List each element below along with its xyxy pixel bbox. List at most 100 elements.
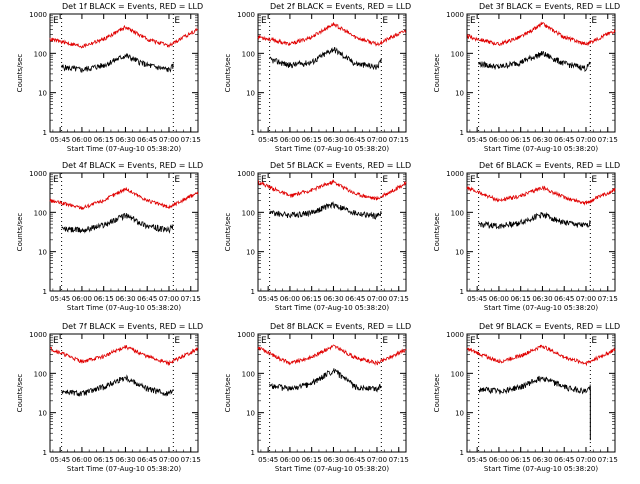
x-tick-label: 07:00 (367, 136, 387, 144)
x-tick-label: 06:00 (489, 456, 509, 464)
interval-marker-e-left: E (261, 16, 267, 26)
y-tick-label: 100 (451, 370, 464, 378)
y-tick-label: 10 (455, 90, 464, 98)
x-tick-label: 06:30 (115, 295, 135, 303)
x-axis-label: Start Time (07-Aug-10 05:38:20) (275, 465, 389, 473)
x-tick-label: 06:00 (72, 136, 92, 144)
y-tick-label: 1 (251, 288, 255, 296)
y-axis-label: Counts/sec (16, 213, 24, 252)
x-tick-label: 07:15 (598, 136, 618, 144)
x-tick-label: 05:45 (258, 456, 278, 464)
x-tick-label: 07:00 (367, 295, 387, 303)
plot-frame (49, 172, 199, 292)
interval-marker-e-left: E (261, 175, 267, 185)
x-axis-label: Start Time (07-Aug-10 05:38:20) (67, 465, 181, 473)
panel-title: Det 5f BLACK = Events, RED = LLD (270, 161, 411, 170)
events-series-line (269, 46, 382, 71)
events-series-line (269, 201, 382, 220)
y-tick-label: 1 (43, 449, 47, 457)
lld-series-line (466, 185, 616, 206)
x-tick-label: 07:00 (367, 456, 387, 464)
panel-title: Det 1f BLACK = Events, RED = LLD (62, 2, 203, 11)
x-axis-label: Start Time (07-Aug-10 05:38:20) (275, 304, 389, 312)
interval-marker-e-right: E (174, 336, 180, 346)
y-tick-label: 1000 (237, 331, 255, 339)
y-tick-label: 1 (43, 288, 47, 296)
lld-series-line (257, 179, 407, 201)
plot-frame (466, 333, 616, 453)
interval-marker-e-right: E (382, 175, 388, 185)
x-tick-label: 07:15 (389, 456, 409, 464)
events-series-line (61, 374, 174, 397)
x-tick-label: 06:00 (489, 136, 509, 144)
x-tick-label: 07:15 (389, 136, 409, 144)
lld-series-line (49, 24, 199, 49)
y-tick-label: 100 (242, 209, 255, 217)
events-series-line (61, 212, 174, 234)
x-tick-label: 06:45 (554, 136, 574, 144)
y-tick-label: 10 (246, 90, 255, 98)
x-axis-label: Start Time (07-Aug-10 05:38:20) (484, 465, 598, 473)
lld-series-line (49, 345, 199, 366)
x-tick-label: 06:00 (72, 295, 92, 303)
x-tick-label: 05:45 (50, 136, 70, 144)
y-tick-label: 100 (451, 209, 464, 217)
interval-marker-e-left: E (53, 336, 59, 346)
interval-marker-e-right: E (591, 336, 597, 346)
y-tick-label: 10 (246, 249, 255, 257)
panel-title: Det 9f BLACK = Events, RED = LLD (479, 322, 620, 331)
y-axis-label: Counts/sec (433, 54, 441, 93)
y-tick-label: 1000 (29, 331, 47, 339)
y-axis-label: Counts/sec (16, 54, 24, 93)
y-tick-label: 1 (43, 129, 47, 137)
y-tick-label: 1000 (237, 11, 255, 19)
x-axis-label: Start Time (07-Aug-10 05:38:20) (484, 304, 598, 312)
x-tick-label: 06:45 (345, 136, 365, 144)
events-series-line (269, 368, 382, 393)
panel-det-5: Det 5f BLACK = Events, RED = LLD 1 10 100 10… (224, 161, 411, 312)
x-tick-label: 05:45 (467, 295, 487, 303)
plot-frame (466, 172, 616, 292)
x-tick-label: 06:45 (137, 456, 157, 464)
plot-frame (257, 13, 407, 133)
x-tick-label: 06:15 (94, 295, 114, 303)
x-tick-label: 06:30 (532, 136, 552, 144)
x-tick-label: 06:45 (137, 295, 157, 303)
x-tick-label: 06:15 (302, 136, 322, 144)
x-tick-label: 06:30 (115, 456, 135, 464)
y-axis-label: Counts/sec (16, 374, 24, 413)
y-tick-label: 100 (34, 50, 47, 58)
x-tick-label: 05:45 (50, 295, 70, 303)
interval-marker-e-right: E (591, 175, 597, 185)
x-tick-label: 06:15 (511, 136, 531, 144)
x-axis-label: Start Time (07-Aug-10 05:38:20) (275, 145, 389, 153)
x-tick-label: 06:45 (554, 295, 574, 303)
x-tick-label: 07:15 (181, 136, 201, 144)
x-axis-label: Start Time (07-Aug-10 05:38:20) (67, 145, 181, 153)
events-series-line (478, 211, 591, 230)
x-tick-label: 06:45 (554, 456, 574, 464)
x-tick-label: 05:45 (258, 295, 278, 303)
x-tick-label: 06:15 (94, 136, 114, 144)
x-tick-label: 05:45 (467, 456, 487, 464)
interval-marker-e-right: E (382, 336, 388, 346)
x-tick-label: 06:45 (137, 136, 157, 144)
y-tick-label: 100 (34, 370, 47, 378)
x-tick-label: 06:15 (94, 456, 114, 464)
panel-title: Det 3f BLACK = Events, RED = LLD (479, 2, 620, 11)
y-axis-label: Counts/sec (224, 54, 232, 93)
x-tick-label: 06:00 (72, 456, 92, 464)
x-tick-label: 06:30 (323, 295, 343, 303)
panel-title: Det 6f BLACK = Events, RED = LLD (479, 161, 620, 170)
y-tick-label: 10 (38, 410, 47, 418)
events-series-line (61, 52, 174, 73)
x-tick-label: 07:00 (576, 136, 596, 144)
y-tick-label: 100 (242, 50, 255, 58)
plot-frame (257, 172, 407, 292)
x-tick-label: 07:15 (181, 295, 201, 303)
panel-title: Det 7f BLACK = Events, RED = LLD (62, 322, 203, 331)
x-tick-label: 06:30 (532, 295, 552, 303)
x-axis-label: Start Time (07-Aug-10 05:38:20) (484, 145, 598, 153)
y-tick-label: 1000 (29, 170, 47, 178)
lld-series-line (257, 22, 407, 47)
